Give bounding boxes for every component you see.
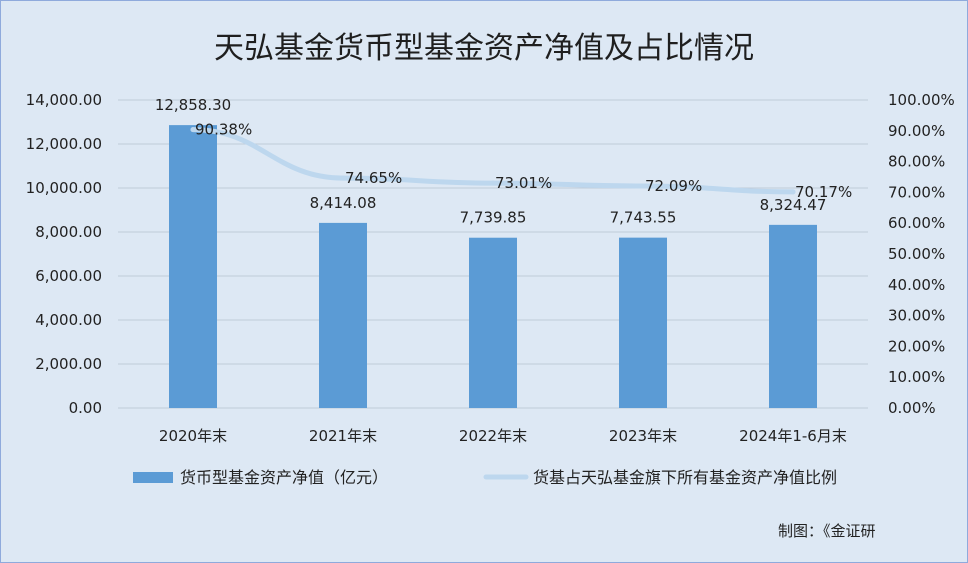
line-point [790, 189, 796, 195]
left-tick-label: 0.00 [69, 399, 102, 417]
right-tick-label: 50.00% [888, 245, 945, 263]
legend-line-label: 货基占天弘基金旗下所有基金资产净值比例 [533, 468, 837, 487]
bar-value-label: 7,739.85 [460, 209, 527, 227]
right-tick-label: 100.00% [888, 91, 955, 109]
line-point [490, 180, 496, 186]
chart-title: 天弘基金货币型基金资产净值及占比情况 [214, 31, 754, 66]
right-tick-label: 30.00% [888, 307, 945, 325]
line-value-label: 90.38% [195, 121, 252, 139]
left-tick-label: 10,000.00 [26, 179, 102, 197]
right-tick-label: 90.00% [888, 122, 945, 140]
line-value-label: 74.65% [345, 169, 402, 187]
bar-series: 12,858.30 8,414.08 7,739.85 7,743.55 8,324.4… [155, 96, 827, 408]
line-value-label: 72.09% [645, 177, 702, 195]
left-tick-label: 6,000.00 [35, 267, 102, 285]
bar-value-label: 12,858.30 [155, 96, 231, 114]
category-label: 2020年末 [159, 427, 227, 445]
right-tick-label: 80.00% [888, 153, 945, 171]
legend: 货币型基金资产净值（亿元） 货基占天弘基金旗下所有基金资产净值比例 [133, 468, 837, 487]
category-labels: 2020年末 2021年末 2022年末 2023年末 2024年1-6月末 [159, 427, 847, 445]
chart-credit: 制图：《金证研 [778, 522, 876, 540]
left-tick-label: 4,000.00 [35, 311, 102, 329]
category-label: 2022年末 [459, 427, 527, 445]
left-tick-label: 8,000.00 [35, 223, 102, 241]
bar [769, 224, 817, 408]
right-axis: 0.00% 10.00% 20.00% 30.00% 40.00% 50.00% 60.00… [888, 91, 955, 417]
line-value-label: 70.17% [795, 183, 852, 201]
line-point [640, 183, 646, 189]
legend-bar-swatch [133, 472, 173, 483]
line-point [340, 175, 346, 181]
right-tick-label: 60.00% [888, 214, 945, 232]
left-tick-label: 12,000.00 [26, 135, 102, 153]
right-tick-label: 20.00% [888, 337, 945, 355]
right-tick-label: 40.00% [888, 276, 945, 294]
category-label: 2023年末 [609, 427, 677, 445]
line-series: 90.38% 74.65% 73.01% 72.09% 70.17% [190, 121, 852, 201]
line-value-label: 73.01% [495, 174, 552, 192]
bar [169, 125, 217, 408]
left-tick-label: 2,000.00 [35, 355, 102, 373]
right-tick-label: 10.00% [888, 368, 945, 386]
category-label: 2021年末 [309, 427, 377, 445]
bar [619, 237, 667, 408]
right-tick-label: 70.00% [888, 183, 945, 201]
bar [319, 222, 367, 408]
bar-value-label: 8,414.08 [310, 194, 377, 212]
right-tick-label: 0.00% [888, 399, 936, 417]
left-tick-label: 14,000.00 [26, 91, 102, 109]
legend-bar-label: 货币型基金资产净值（亿元） [180, 468, 388, 487]
bar-value-label: 8,324.47 [760, 196, 827, 214]
line-point [190, 127, 196, 133]
bar [469, 237, 517, 408]
bar-value-label: 7,743.55 [610, 209, 677, 227]
category-label: 2024年1-6月末 [739, 427, 847, 445]
left-axis: 0.00 2,000.00 4,000.00 6,000.00 8,000.00 10,0… [26, 91, 102, 417]
